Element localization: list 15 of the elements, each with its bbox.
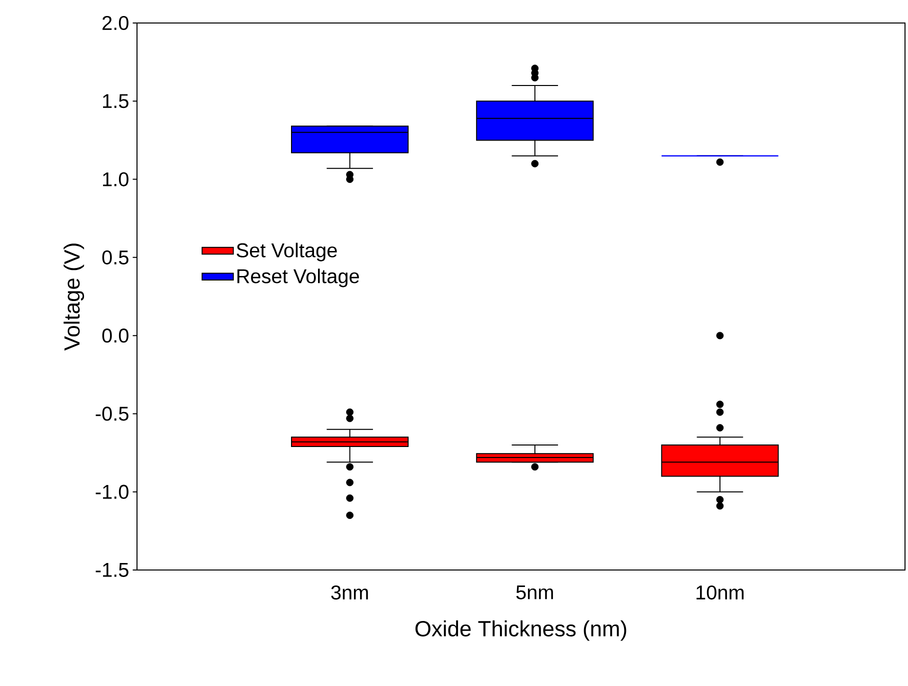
legend-label: Set Voltage: [236, 242, 337, 262]
x-tick-label: 5nm: [516, 585, 553, 600]
x-axis-title: Oxide Thickness (nm): [415, 620, 626, 641]
y-tick-label: 0.0: [102, 328, 128, 343]
y-axis-title: Voltage (V): [64, 244, 84, 351]
y-tick-label: 2.0: [102, 16, 128, 30]
y-tick-label: 1.0: [103, 172, 128, 186]
legend-label: Reset Voltage: [237, 268, 359, 288]
x-tick-label: 10nm: [696, 585, 744, 600]
y-tick-label: 1.5: [103, 94, 128, 108]
x-tick-label: 3nm: [331, 585, 368, 600]
y-tick-label: -1.5: [96, 563, 128, 577]
y-tick-label: -0.5: [96, 406, 128, 421]
y-tick-label: 0.5: [102, 250, 128, 264]
y-tick-label: -1.0: [96, 484, 128, 499]
